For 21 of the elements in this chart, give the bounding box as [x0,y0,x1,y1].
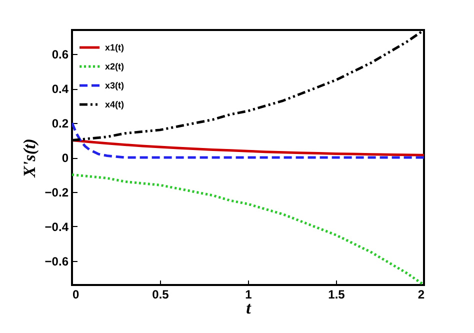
x-tick-label: 1.5 [328,288,346,302]
x-axis-title: t [246,298,252,318]
line-series [72,173,424,285]
y-axis-title: X's(t) [20,138,39,178]
y-tick-label: 0.6 [52,48,69,62]
y-tick-label: 0.2 [52,116,69,131]
legend-label: x4(t) [105,100,124,110]
legend-label: x1(t) [105,42,124,52]
x-tick-label: 0 [72,288,80,302]
x-tick-label: 0.5 [152,288,170,302]
line-series [72,139,424,156]
legend-label: x2(t) [105,62,124,72]
x-tick-label: 1 [245,288,252,302]
y-tick-label: −0.4 [44,220,69,234]
y-tick-label: 0 [62,151,69,165]
y-tick-label: −0.2 [44,185,69,200]
y-tick-label: 0.4 [52,82,69,96]
legend-label: x3(t) [105,80,124,90]
line-series [72,122,424,159]
y-tick-label: −0.6 [44,254,69,268]
x-tick-label: 2 [418,288,425,302]
